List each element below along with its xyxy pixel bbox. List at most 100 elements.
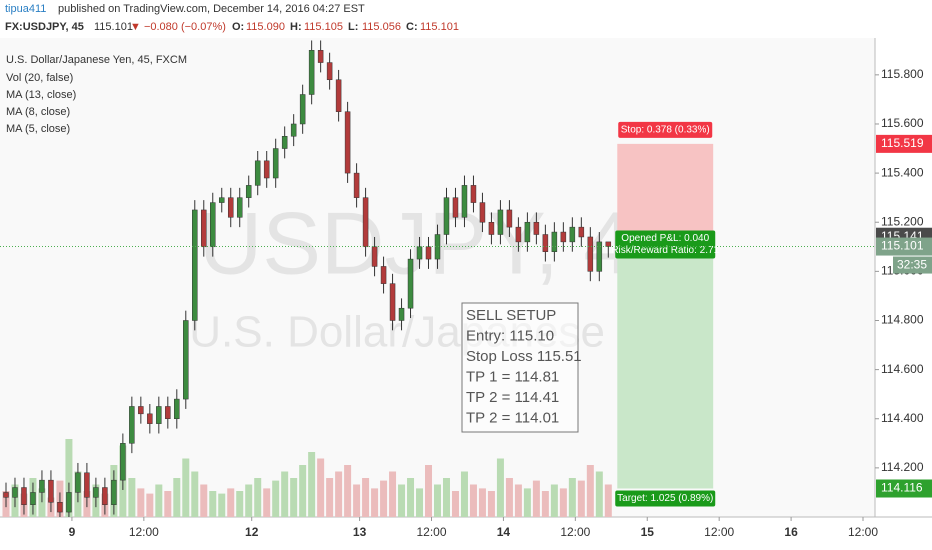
- volume-bar: [164, 491, 172, 517]
- volume-bar: [146, 493, 154, 517]
- volume-bar: [514, 484, 522, 517]
- candle-body: [317, 50, 324, 63]
- annotation-box: [461, 302, 579, 433]
- volume-bar: [523, 488, 531, 517]
- volume-bar: [371, 488, 379, 517]
- volume-bar: [344, 465, 352, 517]
- volume-bar: [532, 480, 540, 517]
- y-tick-label: 115.800: [881, 67, 924, 81]
- candle-body: [174, 398, 180, 419]
- candle-body: [245, 185, 252, 198]
- candle-body: [290, 123, 297, 137]
- volume-bar: [128, 478, 136, 517]
- symbol: FX:USDJPY, 45: [5, 21, 84, 33]
- candle-body: [201, 209, 207, 248]
- volume-bar: [362, 478, 370, 517]
- volume-bar: [496, 458, 504, 517]
- volume-bar: [451, 491, 459, 517]
- candle-body: [452, 197, 459, 218]
- volume-bar: [227, 488, 235, 517]
- change: ▼ −0.080 (−0.07%): [130, 21, 226, 33]
- candle-body: [506, 209, 513, 228]
- annotation-line: SELL SETUP: [466, 307, 556, 324]
- candle-body: [57, 502, 63, 513]
- candle-body: [326, 62, 333, 81]
- candle-body: [488, 221, 495, 235]
- x-tick-label: 14: [497, 525, 511, 539]
- volume-bar: [389, 471, 397, 517]
- candle-body: [416, 246, 423, 260]
- x-tick-label: 12:00: [848, 525, 878, 539]
- candle-body: [129, 406, 135, 444]
- x-tick-label: 12:00: [704, 525, 734, 539]
- candle-body: [102, 487, 108, 505]
- volume-bar: [434, 484, 441, 517]
- candle-body: [389, 283, 396, 321]
- volume-bar: [353, 484, 361, 517]
- volume-bar: [487, 491, 495, 517]
- target-label: Target: 1.025 (0.89%): [617, 493, 713, 504]
- volume-bar: [137, 488, 145, 517]
- y-tick-label: 115.600: [881, 116, 924, 130]
- candle-body: [30, 492, 36, 505]
- price-badge-label: 115.101: [881, 239, 924, 253]
- candle-body: [551, 231, 558, 252]
- candle-body: [48, 479, 54, 503]
- indicator: Vol (20, false): [6, 72, 73, 84]
- candle-body: [84, 472, 90, 498]
- ohlc-value: 115.056: [362, 21, 401, 33]
- volume-bar: [263, 488, 271, 517]
- volume-bar: [155, 484, 163, 517]
- x-tick-label: 12: [245, 525, 259, 539]
- volume-bar: [577, 480, 585, 517]
- candle-body: [533, 221, 540, 235]
- pnl-label-bg: [615, 230, 716, 259]
- volume-bar: [200, 484, 208, 517]
- candle-body: [443, 197, 450, 235]
- volume-bar: [442, 478, 450, 517]
- volume-bar: [380, 480, 388, 517]
- candle-body: [218, 197, 225, 203]
- candle-body: [569, 226, 576, 243]
- indicator: MA (8, close): [6, 106, 70, 118]
- target-label-bg: [615, 490, 716, 507]
- indicator: MA (5, close): [6, 123, 70, 135]
- volume-bar: [425, 465, 433, 517]
- candle-body: [156, 406, 162, 424]
- price-badge-label: 115.519: [881, 136, 924, 150]
- candle-body: [93, 487, 99, 498]
- candle-body: [192, 209, 198, 321]
- candle-body: [111, 479, 117, 505]
- volume-bar: [272, 480, 280, 517]
- candle-body: [75, 472, 81, 493]
- candle-body: [371, 246, 378, 267]
- candle-body: [281, 136, 288, 149]
- candle-body: [362, 197, 369, 248]
- candle-body: [407, 258, 414, 309]
- annotation-line: TP 2 = 114.41: [466, 389, 559, 406]
- candle-body: [236, 197, 243, 218]
- volume-bar: [478, 488, 486, 517]
- volume-bar: [290, 478, 298, 517]
- price-badge-label: 114.116: [881, 481, 923, 495]
- annotation-line: TP 1 = 114.81: [466, 368, 559, 385]
- volume-bar: [254, 478, 262, 517]
- target-zone: [617, 246, 714, 489]
- plot-bg: [0, 38, 875, 517]
- candle-body: [21, 487, 27, 505]
- stop-label-bg: [618, 121, 713, 138]
- author: tipua411: [5, 3, 46, 15]
- candle-body: [66, 492, 72, 513]
- x-tick-label: 12:00: [416, 525, 446, 539]
- ohlc-key: H:: [290, 21, 302, 33]
- volume-bar: [541, 491, 549, 517]
- candle-body: [596, 241, 603, 272]
- y-tick-label: 114.800: [881, 313, 924, 327]
- candle-body: [120, 443, 126, 481]
- ohlc-key: L:: [348, 21, 358, 33]
- volume-bar: [209, 491, 217, 517]
- volume-bar: [65, 439, 73, 517]
- candle-body: [227, 197, 234, 218]
- candle-body: [461, 185, 468, 218]
